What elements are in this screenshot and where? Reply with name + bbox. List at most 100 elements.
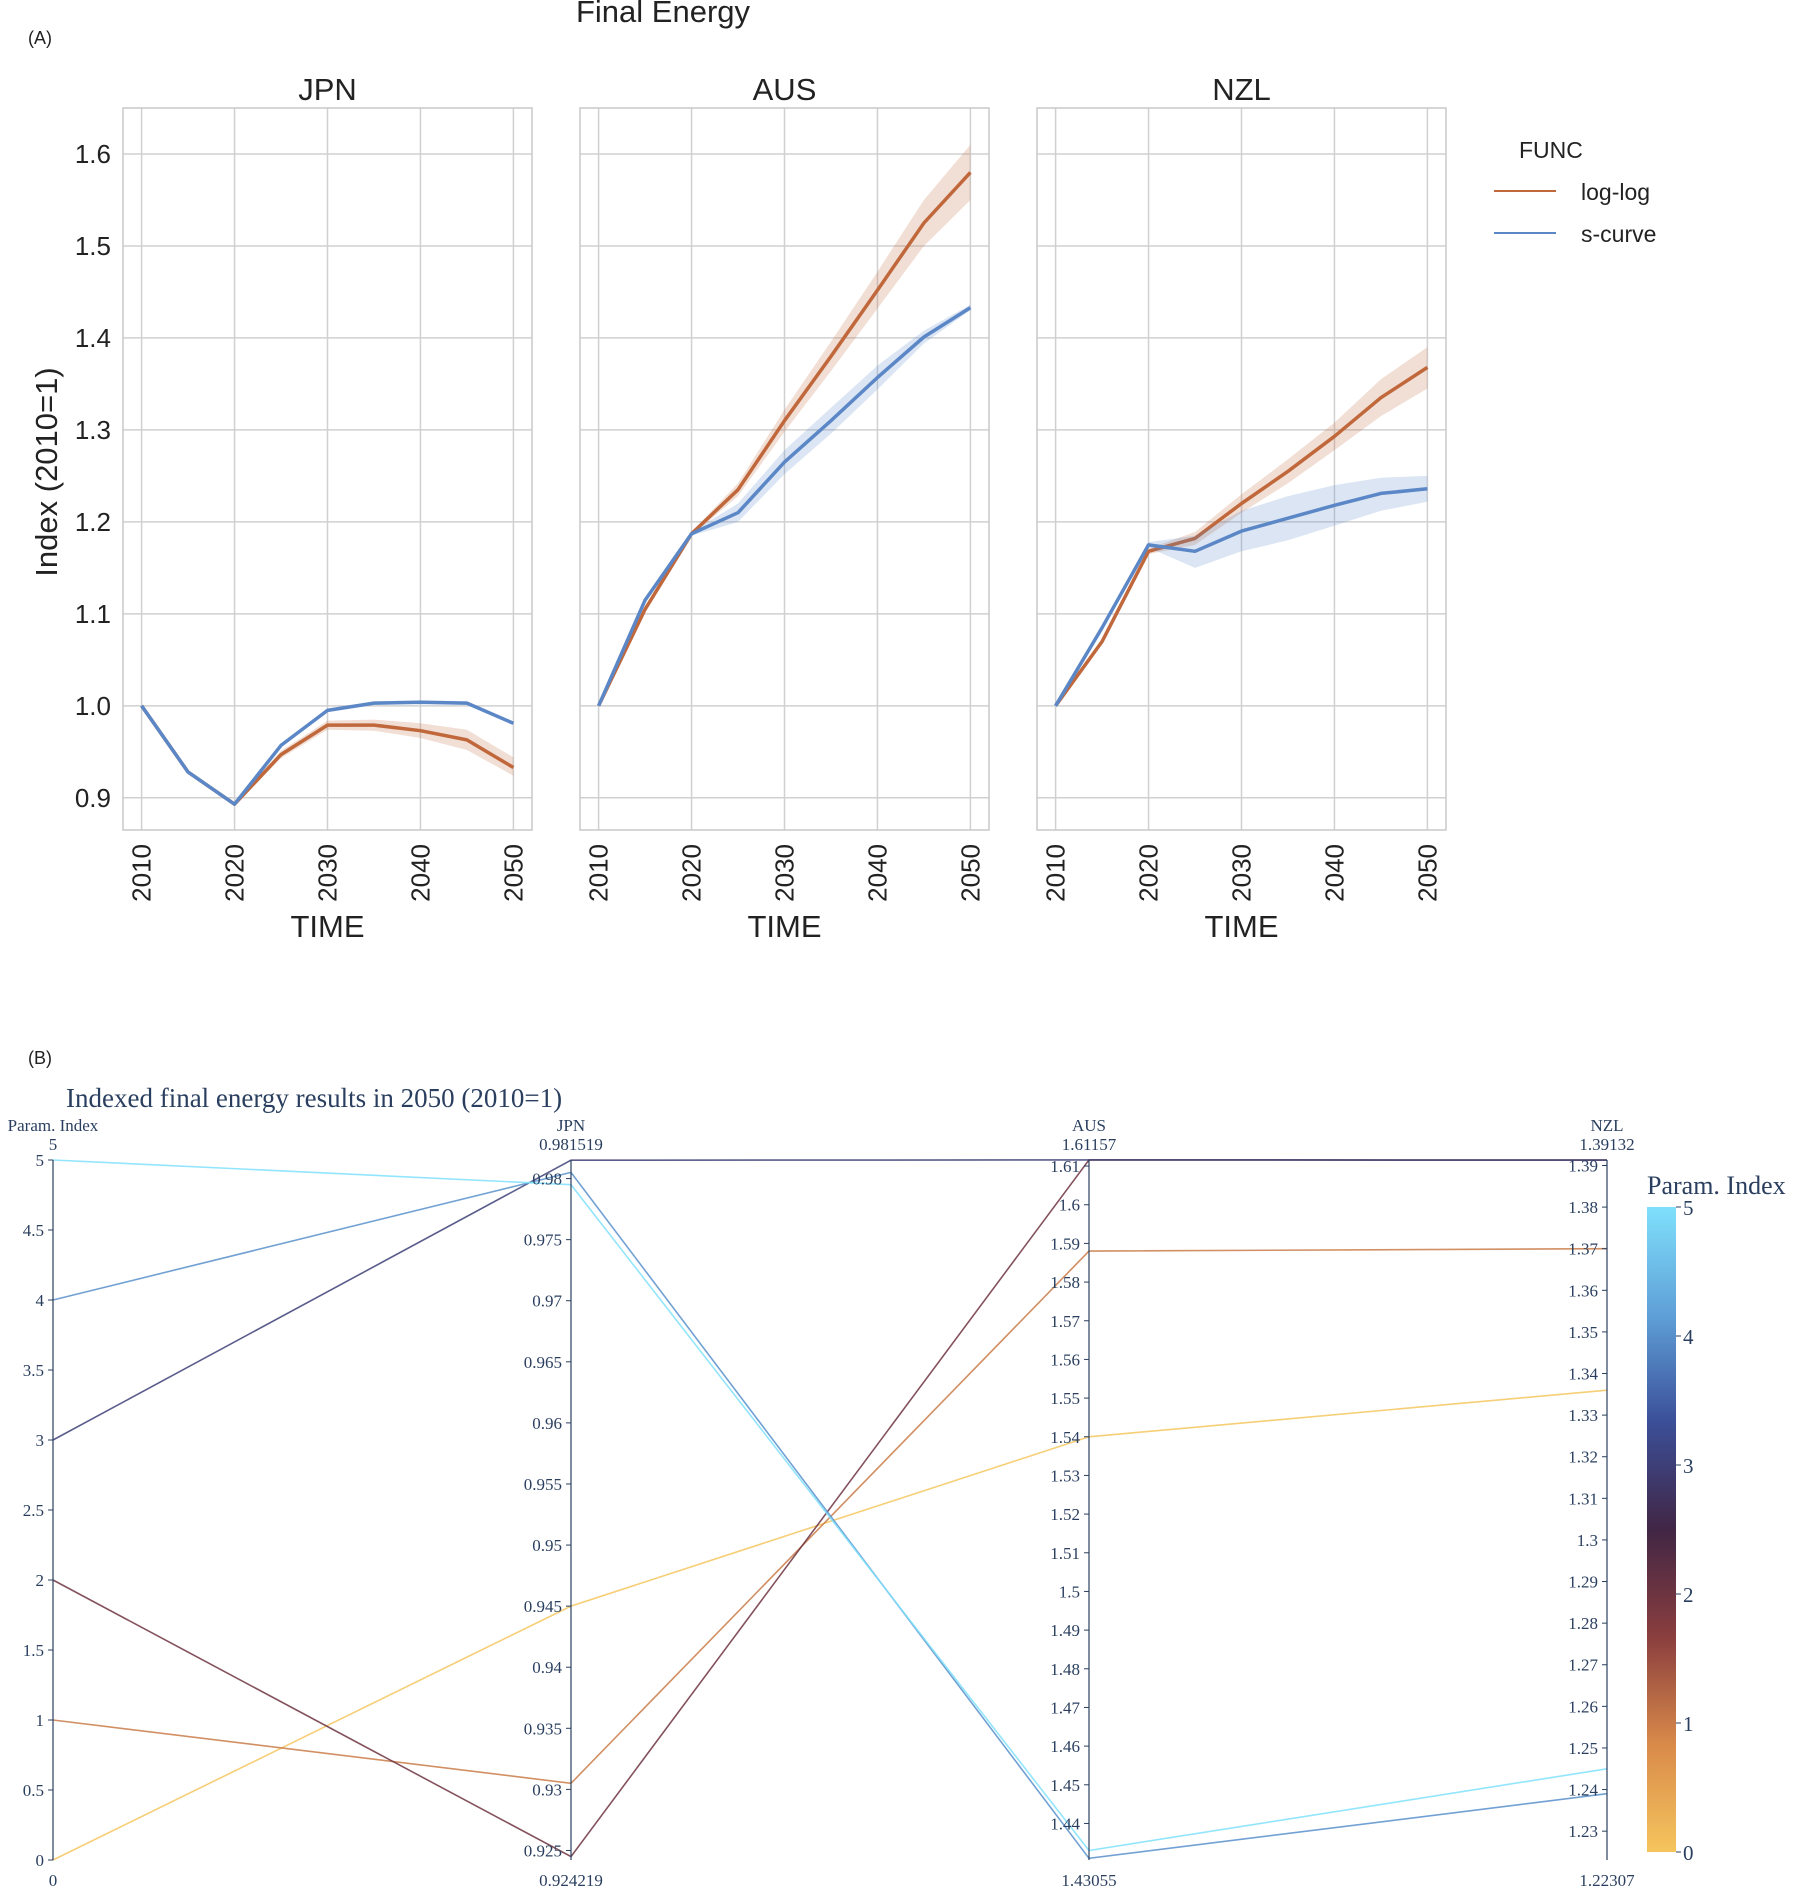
y-tick-label: 1.0 <box>75 691 111 721</box>
axis-title: NZL <box>1590 1116 1623 1135</box>
plot-frame <box>122 107 533 831</box>
pc-line <box>52 1159 1608 1858</box>
subplot-title: AUS <box>753 72 817 107</box>
axis-tick-label: 1.27 <box>1568 1656 1598 1675</box>
axis-tick-label: 1.36 <box>1568 1281 1598 1300</box>
axis-tick-label: 0.945 <box>524 1597 562 1616</box>
axis-tick-label: 1.61 <box>1050 1157 1080 1176</box>
axis-range-min: 0.924219 <box>539 1871 603 1888</box>
axis-tick-label: 1.56 <box>1050 1350 1080 1369</box>
series-line-log-log <box>597 171 972 707</box>
colorbar-title: Param. Index <box>1647 1171 1786 1200</box>
axis-tick-label: 1.28 <box>1568 1614 1598 1633</box>
axis-tick-label: 2.5 <box>23 1501 44 1520</box>
axis-title: Param. Index <box>8 1116 99 1135</box>
axis-tick-label: 0.96 <box>532 1414 562 1433</box>
axis-tick-label: 1.53 <box>1050 1466 1080 1485</box>
pc-axis: 1.44 1.45 1.46 1.47 1.48 1.49 1.5 1.51 1.52 1.53 1… <box>1050 1116 1117 1888</box>
axis-tick-label: 3 <box>36 1431 45 1450</box>
axis-tick-label: 5 <box>36 1151 45 1170</box>
axis-tick-label: 1.3 <box>1577 1531 1598 1550</box>
axis-tick-label: 0.98 <box>532 1170 562 1189</box>
ci-band-s-curve <box>1055 475 1428 706</box>
y-tick-label: 1.4 <box>75 323 111 353</box>
axis-tick-label: 1.49 <box>1050 1621 1080 1640</box>
subplot-jpn: 0.9 1.0 1.1 1.2 1.3 1.4 1.5 1.6 2010 2020 2030 2040… <box>75 72 533 944</box>
y-tick-label: 0.9 <box>75 783 111 813</box>
colorbar-tick-label: 4 <box>1683 1325 1694 1349</box>
x-axis-label: TIME <box>290 909 364 944</box>
axis-tick-label: 1.24 <box>1568 1781 1598 1800</box>
axis-tick-label: 4 <box>36 1291 45 1310</box>
colorbar-tick-label: 0 <box>1683 1841 1694 1865</box>
legend-label-log-log: log-log <box>1581 179 1650 205</box>
axis-tick-label: 1.29 <box>1568 1573 1598 1592</box>
axis-tick-label: 0.94 <box>532 1658 562 1677</box>
colorbar-tick-label: 5 <box>1683 1196 1694 1220</box>
x-tick-label: 2040 <box>1319 844 1349 902</box>
x-tick-label: 2030 <box>313 844 343 902</box>
x-tick-label: 2050 <box>955 844 985 902</box>
x-tick-label: 2010 <box>1041 844 1071 902</box>
legend-title: FUNC <box>1519 137 1583 163</box>
colorbar-tick-label: 1 <box>1683 1712 1694 1736</box>
y-tick-label: 1.6 <box>75 139 111 169</box>
axis-tick-label: 1.32 <box>1568 1448 1598 1467</box>
x-axis-label: TIME <box>747 909 821 944</box>
axis-tick-label: 1.52 <box>1050 1505 1080 1524</box>
colorbar-gradient <box>1647 1207 1676 1852</box>
axis-tick-label: 2 <box>36 1571 45 1590</box>
x-tick-label: 2040 <box>405 844 435 902</box>
axis-title: JPN <box>557 1116 585 1135</box>
pc-line <box>52 1171 1608 1860</box>
axis-range-min: 1.22307 <box>1579 1871 1635 1888</box>
axis-tick-label: 1.38 <box>1568 1198 1598 1217</box>
pc-line <box>52 1159 1608 1441</box>
axis-range-max: 1.61157 <box>1062 1135 1117 1154</box>
axis-tick-label: 1.39 <box>1568 1156 1598 1175</box>
series-line-s-curve <box>596 306 972 707</box>
subplot-nzl: 2010 2020 2030 2040 2050 NZL TIME <box>1036 72 1447 944</box>
pc-axis: 1.23 1.24 1.25 1.26 1.27 1.28 1.29 1.3 1.31 1.32 1… <box>1568 1116 1635 1888</box>
subplot-aus: 2010 2020 2030 2040 2050 AUS TIME <box>579 72 990 944</box>
x-tick-label: 2010 <box>584 844 614 902</box>
panel-b-title: Indexed final energy results in 2050 (20… <box>66 1083 562 1113</box>
axis-tick-label: 1 <box>36 1711 45 1730</box>
axis-tick-label: 1.5 <box>1059 1582 1080 1601</box>
plot-frame <box>1036 107 1447 831</box>
pc-line <box>52 1159 1608 1852</box>
series-line-log-log <box>1054 365 1429 707</box>
y-tick-label: 1.3 <box>75 415 111 445</box>
x-tick-label: 2030 <box>770 844 800 902</box>
axis-tick-label: 1.48 <box>1050 1660 1080 1679</box>
pc-line <box>52 1389 1608 1861</box>
colorbar-tick-label: 2 <box>1683 1583 1694 1607</box>
axis-tick-label: 0.97 <box>532 1292 562 1311</box>
x-axis-label: TIME <box>1204 909 1278 944</box>
panel-a-plots: 0.9 1.0 1.1 1.2 1.3 1.4 1.5 1.6 2010 2020 2030 2040… <box>75 72 1447 944</box>
axis-tick-label: 0.965 <box>524 1353 562 1372</box>
x-tick-label: 2020 <box>220 844 250 902</box>
panel-a-y-axis-label: Index (2010=1) <box>29 367 64 576</box>
axis-tick-label: 0.935 <box>524 1719 562 1738</box>
x-tick-label: 2030 <box>1227 844 1257 902</box>
axis-tick-label: 4.5 <box>23 1221 44 1240</box>
axis-tick-label: 1.44 <box>1050 1814 1080 1833</box>
x-tick-label: 2020 <box>677 844 707 902</box>
axis-tick-label: 0.5 <box>23 1781 44 1800</box>
x-tick-label: 2010 <box>127 844 157 902</box>
axis-title: AUS <box>1072 1116 1106 1135</box>
legend-label-s-curve: s-curve <box>1581 221 1656 247</box>
axis-range-max: 0.981519 <box>539 1135 603 1154</box>
axis-tick-label: 0 <box>36 1851 45 1870</box>
x-tick-label: 2040 <box>862 844 892 902</box>
axis-tick-label: 1.54 <box>1050 1428 1080 1447</box>
x-tick-label: 2050 <box>498 844 528 902</box>
axis-tick-label: 1.58 <box>1050 1273 1080 1292</box>
subplot-title: JPN <box>298 72 357 107</box>
axis-tick-label: 0.955 <box>524 1475 562 1494</box>
axis-tick-label: 3.5 <box>23 1361 44 1380</box>
axis-tick-label: 0.925 <box>524 1841 562 1860</box>
